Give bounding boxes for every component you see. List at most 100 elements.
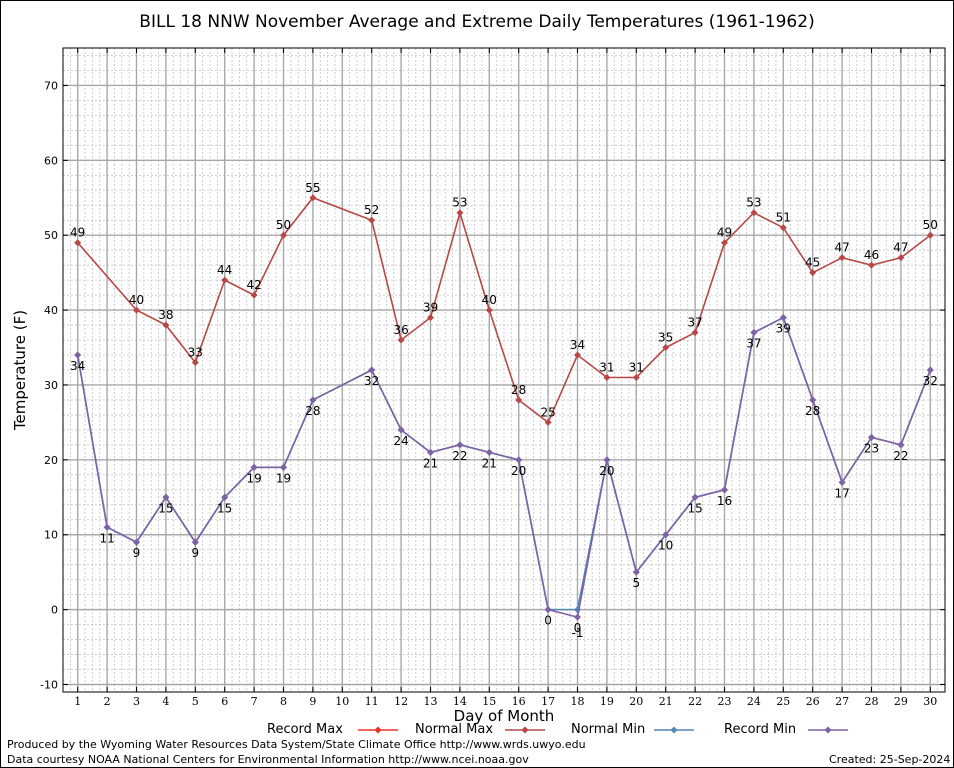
x-tick-label: 1 <box>74 695 81 708</box>
normal-max-point <box>926 231 934 239</box>
x-tick-label: 10 <box>335 695 349 708</box>
normal-max-line <box>77 196 931 424</box>
record-min-point <box>838 478 846 486</box>
record-min-point <box>74 351 82 359</box>
y-tick-label: -10 <box>40 679 58 692</box>
x-tick-label: 25 <box>776 695 790 708</box>
legend-marker-normal-max <box>521 726 529 734</box>
max-data-label: 52 <box>364 203 379 217</box>
legend-label-normal-max: Normal Max <box>415 722 493 737</box>
normal-max-point <box>162 321 170 329</box>
normal-max-point <box>309 194 317 202</box>
data-courtesy-credit: Data courtesy NOAA National Centers for … <box>7 753 529 766</box>
y-tick-label: 60 <box>44 154 58 167</box>
x-tick-label: 14 <box>453 695 467 708</box>
x-tick-label: 17 <box>541 695 555 708</box>
min-data-label: -1 <box>572 626 584 640</box>
max-data-label: 49 <box>70 226 85 240</box>
normal-max-point <box>250 291 258 299</box>
record-min-point <box>691 493 699 501</box>
record-min-point <box>427 448 434 456</box>
normal-max-point <box>838 254 846 262</box>
normal-max-point <box>485 306 493 314</box>
min-data-label: 22 <box>893 449 908 463</box>
normal-max-point <box>74 239 82 247</box>
min-data-label: 0 <box>544 614 552 628</box>
legend-marker-record-max <box>374 726 382 734</box>
x-tick-label: 27 <box>835 695 849 708</box>
min-data-label: 28 <box>305 404 320 418</box>
x-axis-label: Day of Month <box>454 707 555 725</box>
normal-max-point <box>544 418 552 426</box>
min-data-label: 15 <box>158 501 173 515</box>
max-data-label: 50 <box>276 218 291 232</box>
record-min-point <box>779 314 787 322</box>
min-data-label: 9 <box>191 546 199 560</box>
max-data-label: 47 <box>893 241 908 255</box>
normal-max-point <box>456 209 464 217</box>
record-min-point <box>397 426 405 434</box>
max-data-label: 33 <box>188 346 203 360</box>
normal-max-point <box>809 269 817 277</box>
normal-max-point <box>779 224 787 232</box>
max-data-label: 31 <box>629 360 644 374</box>
max-data-label: 40 <box>129 293 144 307</box>
min-data-label: 21 <box>423 456 438 470</box>
normal-max-point <box>574 351 581 359</box>
max-data-label: 37 <box>687 316 702 330</box>
normal-max-point <box>427 314 434 322</box>
chart-title: BILL 18 NNW November Average and Extreme… <box>139 12 814 32</box>
x-tick-label: 5 <box>192 695 199 708</box>
x-tick-label: 8 <box>280 695 287 708</box>
x-tick-label: 15 <box>482 695 496 708</box>
x-tick-label: 6 <box>221 695 228 708</box>
max-data-label: 45 <box>805 256 820 270</box>
max-data-label: 51 <box>776 211 791 225</box>
min-data-label: 24 <box>393 434 408 448</box>
normal-max-point <box>691 329 699 337</box>
normal-max-point <box>750 209 758 217</box>
x-tick-label: 18 <box>571 695 585 708</box>
min-data-label: 22 <box>452 449 467 463</box>
min-data-label: 20 <box>511 464 526 478</box>
max-data-label: 25 <box>540 405 555 419</box>
created-date: Created: 25-Sep-2024 <box>829 753 951 766</box>
min-data-label: 37 <box>746 337 761 351</box>
normal-max-point <box>662 344 670 352</box>
min-data-label: 10 <box>658 539 673 553</box>
record-min-point <box>456 441 464 449</box>
normal-max-point <box>632 373 640 381</box>
record-min-point <box>133 538 140 546</box>
x-tick-label: 13 <box>424 695 438 708</box>
min-data-label: 17 <box>834 486 849 500</box>
record-min-point <box>750 329 758 337</box>
record-min-point <box>544 606 552 614</box>
x-tick-label: 2 <box>104 695 111 708</box>
normal-max-point <box>868 261 875 269</box>
record-min-point <box>221 493 229 501</box>
record-min-point <box>191 538 199 546</box>
max-data-label: 28 <box>511 383 526 397</box>
x-tick-label: 24 <box>747 695 761 708</box>
max-data-label: 44 <box>217 263 232 277</box>
normal-max-point <box>897 254 905 262</box>
x-tick-label: 28 <box>865 695 879 708</box>
max-data-label: 53 <box>746 196 761 210</box>
min-data-label: 11 <box>99 531 114 545</box>
record-min-point <box>485 448 493 456</box>
legend-label-normal-min: Normal Min <box>571 722 645 737</box>
normal-max-point <box>280 231 287 239</box>
normal-max-point <box>603 373 611 381</box>
record-min-point <box>603 456 611 464</box>
normal-max-point <box>515 396 523 404</box>
y-tick-label: 0 <box>51 604 58 617</box>
min-data-label: 23 <box>864 441 879 455</box>
record-min-point <box>721 486 728 494</box>
max-data-label: 47 <box>834 241 849 255</box>
x-tick-label: 22 <box>688 695 702 708</box>
x-tick-label: 29 <box>894 695 908 708</box>
x-tick-label: 23 <box>718 695 732 708</box>
x-tick-label: 9 <box>309 695 316 708</box>
normal-max-point <box>368 216 376 224</box>
